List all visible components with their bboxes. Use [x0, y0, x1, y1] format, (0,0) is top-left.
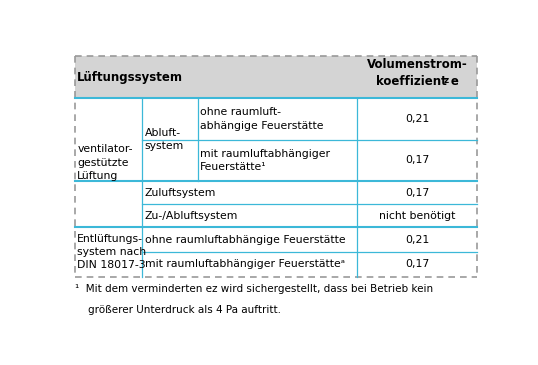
Text: Zuluftsystem: Zuluftsystem [145, 188, 216, 198]
Text: z: z [443, 76, 448, 85]
Text: Entlüftungs-
system nach
DIN 18017-3: Entlüftungs- system nach DIN 18017-3 [77, 234, 146, 270]
Text: ohne raumluft-
abhängige Feuerstätte: ohne raumluft- abhängige Feuerstätte [200, 107, 324, 131]
Text: 0,17: 0,17 [405, 260, 429, 269]
Text: ¹  Mit dem verminderten ez wird sichergestellt, dass bei Betrieb kein: ¹ Mit dem verminderten ez wird sicherges… [75, 284, 433, 294]
Text: mit raumluftabhängiger
Feuerstätte¹: mit raumluftabhängiger Feuerstätte¹ [200, 149, 330, 172]
Text: Lüftungssystem: Lüftungssystem [77, 71, 183, 84]
Text: 0,21: 0,21 [405, 235, 429, 245]
Text: 0,17: 0,17 [405, 188, 429, 198]
Text: nicht benötigt: nicht benötigt [379, 211, 455, 221]
Text: Abluft-
system: Abluft- system [145, 128, 184, 151]
Text: ohne raumluftabhängige Feuerstätte: ohne raumluftabhängige Feuerstätte [145, 235, 345, 245]
Text: 0,21: 0,21 [405, 114, 429, 124]
Text: ventilator-
gestützte
Lüftung: ventilator- gestützte Lüftung [77, 145, 133, 181]
Text: 0,17: 0,17 [405, 155, 429, 165]
Text: Zu-/Abluftsystem: Zu-/Abluftsystem [145, 211, 238, 221]
Text: größerer Unterdruck als 4 Pa auftritt.: größerer Unterdruck als 4 Pa auftritt. [75, 305, 281, 315]
Text: mit raumluftabhängiger Feuerstätteᵃ: mit raumluftabhängiger Feuerstätteᵃ [145, 260, 345, 269]
Text: Volumenstrom-
koeffizient e: Volumenstrom- koeffizient e [366, 58, 468, 88]
Bar [75, 57, 477, 98]
